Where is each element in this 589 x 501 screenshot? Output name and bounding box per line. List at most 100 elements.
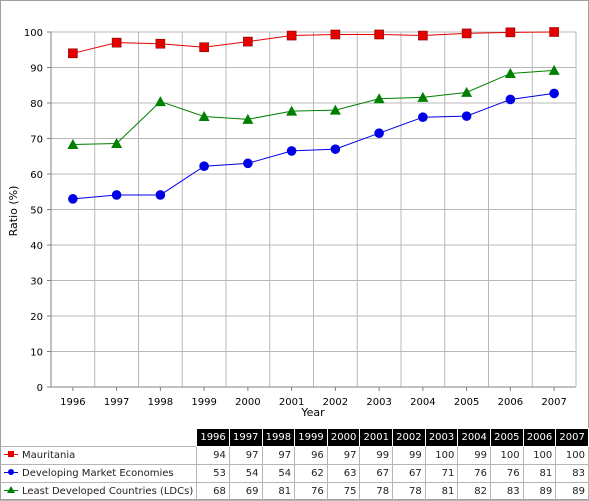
table-value-cell: 100	[555, 446, 589, 465]
data-point-triangle	[504, 68, 516, 79]
x-tick-label: 1996	[60, 397, 85, 408]
y-tick-label: 100	[24, 28, 43, 39]
series-line	[72, 69, 555, 146]
axes	[47, 31, 577, 391]
table-value-cell: 67	[392, 464, 426, 483]
x-tick-label: 2000	[235, 397, 260, 408]
table-value-cell: 67	[359, 464, 394, 483]
series-least-developed-countries-ldcs	[67, 64, 560, 150]
data-point-triangle	[329, 104, 341, 115]
data-point-triangle	[67, 139, 79, 150]
legend-marker	[4, 468, 18, 478]
grid-lines	[50, 31, 577, 388]
table-value-cell: 89	[555, 482, 589, 501]
data-point-circle	[243, 158, 253, 169]
table-value-cell: 81	[424, 482, 459, 501]
table-value-cell: 100	[522, 446, 557, 465]
data-point-triangle	[373, 93, 385, 104]
table-value-cell: 99	[359, 446, 394, 465]
x-tick-label: 2007	[541, 397, 566, 408]
data-point-triangle	[154, 96, 166, 107]
table-value-cell: 69	[228, 482, 263, 501]
table-value-cell: 63	[326, 464, 361, 483]
table-value-cell: 53	[196, 464, 230, 483]
table-value-cell: 81	[261, 482, 296, 501]
table-header-year: 1998	[261, 428, 296, 447]
series-name: Mauritania	[22, 450, 76, 461]
data-point-square	[68, 48, 78, 59]
table-value-cell: 96	[294, 446, 328, 465]
table-value-cell: 100	[490, 446, 524, 465]
data-table: 1996 1997 1998 1999 2000 2001 2002 2003 2004 2005…	[0, 428, 589, 501]
series-layer	[67, 27, 560, 204]
data-point-circle	[286, 146, 297, 156]
table-value-cell: 100	[424, 446, 459, 465]
data-point-circle	[374, 128, 384, 138]
x-tick-label: 1997	[104, 397, 129, 408]
table-value-cell: 71	[424, 464, 459, 483]
y-tick-label: 70	[30, 135, 43, 146]
data-point-circle	[330, 144, 341, 154]
data-point-circle	[461, 111, 472, 121]
table-value-cell: 68	[196, 482, 230, 501]
table-header-year: 2002	[392, 428, 426, 447]
y-axis-label: Ratio (%)	[7, 186, 20, 237]
table-value-cell: 75	[326, 482, 361, 501]
series-line	[72, 31, 555, 54]
table-header-year: 1996	[196, 428, 230, 447]
y-tick-label: 20	[30, 312, 43, 323]
data-point-triangle	[198, 110, 210, 121]
series-developing-market-economies	[68, 88, 559, 204]
table-value-cell: 97	[261, 446, 296, 465]
y-tick-label: 0	[37, 383, 43, 394]
table-header-year: 2000	[326, 428, 361, 447]
table-header-year: 2006	[522, 428, 557, 447]
data-point-circle	[505, 94, 516, 105]
x-tick-label: 2005	[454, 397, 479, 408]
data-point-triangle	[242, 113, 254, 124]
y-tick-label: 30	[30, 277, 43, 288]
table-row: Least Developed Countries (LDCs) 68 69 81 76…	[0, 482, 589, 501]
table-header-year: 2001	[359, 428, 394, 447]
table-series-cell: Mauritania	[0, 446, 198, 465]
y-tick-label: 10	[30, 348, 43, 359]
table-header-year: 1997	[228, 428, 263, 447]
data-point-square	[243, 36, 253, 47]
x-tick-label: 2002	[323, 397, 348, 408]
data-point-square	[330, 29, 341, 40]
table-value-cell: 78	[359, 482, 394, 501]
table-value-cell: 54	[261, 464, 296, 483]
x-axis-label: Year	[300, 406, 325, 419]
data-point-triangle	[461, 86, 473, 97]
x-tick-label: 1999	[191, 397, 216, 408]
data-point-square	[461, 28, 472, 39]
table-value-cell: 99	[392, 446, 426, 465]
table-value-cell: 83	[555, 464, 589, 483]
data-point-circle	[111, 190, 122, 200]
table-value-cell: 76	[490, 464, 524, 483]
data-point-square	[199, 42, 209, 53]
data-point-circle	[549, 88, 559, 99]
table-value-cell: 82	[457, 482, 491, 501]
table-value-cell: 94	[196, 446, 230, 465]
table-value-cell: 97	[326, 446, 361, 465]
data-point-square	[374, 29, 384, 40]
table-header-year: 2004	[457, 428, 491, 447]
table-value-cell: 76	[457, 464, 491, 483]
table-series-cell: Least Developed Countries (LDCs)	[0, 482, 198, 501]
data-point-square	[155, 38, 166, 49]
data-point-circle	[155, 190, 166, 200]
data-point-triangle	[111, 137, 123, 148]
y-tick-label: 60	[30, 170, 43, 181]
table-value-cell: 54	[228, 464, 263, 483]
table-row: Developing Market Economies 53 54 54 62 63 67 6…	[0, 464, 589, 483]
table-row: Mauritania 94 97 97 96 97 99 99 100 99 100 100 100	[0, 446, 589, 465]
x-tick-label: 2004	[410, 397, 435, 408]
table-value-cell: 76	[294, 482, 328, 501]
table-corner	[0, 429, 197, 447]
series-mauritania	[68, 27, 559, 59]
data-point-square	[549, 27, 559, 37]
series-name: Least Developed Countries (LDCs)	[22, 486, 194, 497]
table-value-cell: 89	[522, 482, 557, 501]
data-point-triangle	[548, 64, 560, 75]
